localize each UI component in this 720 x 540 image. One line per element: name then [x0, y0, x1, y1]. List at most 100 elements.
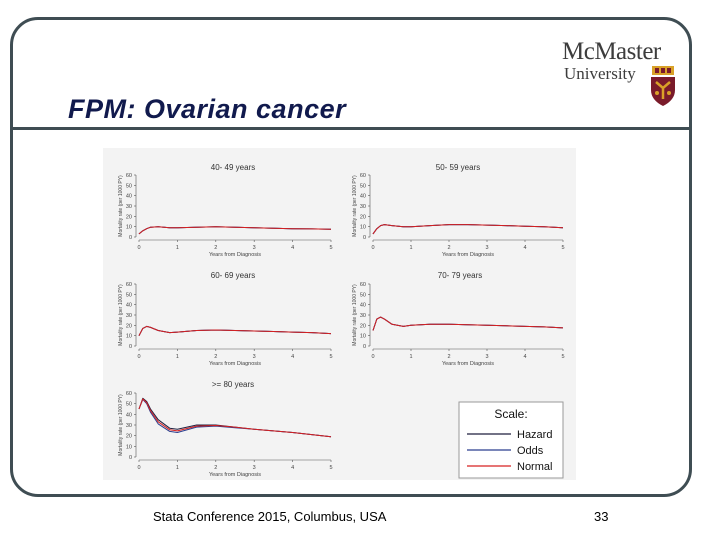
- y-tick-label: 20: [360, 214, 366, 220]
- x-tick-label: 0: [371, 354, 374, 360]
- series-line-hazard: [372, 316, 564, 331]
- y-tick-label: 60: [126, 282, 132, 288]
- y-tick-label: 10: [360, 225, 366, 231]
- series-line-normal: [372, 224, 564, 235]
- mortality-figure: 40- 49 years 0 10 20 30 40 50 60 0 1 2 3 4 5 Years fro…: [103, 148, 576, 480]
- series-line-odds: [138, 325, 332, 336]
- y-tick-label: 40: [360, 303, 366, 309]
- x-tick-label: 3: [253, 465, 256, 471]
- x-tick-label: 2: [214, 245, 217, 251]
- y-tick-label: 40: [126, 303, 132, 309]
- x-tick-label: 0: [371, 245, 374, 251]
- series-line-odds: [372, 316, 564, 331]
- y-tick-label: 20: [126, 214, 132, 220]
- legend-label-normal: Normal: [517, 461, 552, 473]
- y-tick-label: 10: [126, 334, 132, 340]
- y-axis-label: Mortality rate (per 1000 PY): [118, 284, 124, 346]
- series-line-normal: [372, 316, 564, 331]
- x-tick-label: 5: [329, 465, 332, 471]
- legend-box: [458, 401, 564, 479]
- x-tick-label: 3: [253, 245, 256, 251]
- x-axis-label: Years from Diagnosis: [442, 361, 494, 367]
- x-tick-label: 4: [291, 245, 294, 251]
- y-tick-label: 20: [126, 323, 132, 329]
- x-tick-label: 4: [291, 465, 294, 471]
- y-tick-label: 10: [360, 334, 366, 340]
- y-tick-label: 60: [126, 173, 132, 179]
- legend-label-hazard: Hazard: [517, 429, 552, 441]
- x-tick-label: 1: [409, 354, 412, 360]
- y-tick-label: 50: [126, 292, 132, 298]
- x-tick-label: 2: [214, 465, 217, 471]
- logo-subname: University: [564, 64, 636, 83]
- y-tick-label: 40: [360, 194, 366, 200]
- y-tick-label: 60: [360, 282, 366, 288]
- series-line-odds: [138, 398, 332, 438]
- page-number: 33: [594, 509, 609, 524]
- series-line-hazard: [138, 325, 332, 336]
- series-line-hazard: [138, 397, 332, 438]
- x-tick-label: 0: [137, 245, 140, 251]
- y-axis-label: Mortality rate (per 1000 PY): [352, 284, 358, 346]
- x-tick-label: 1: [409, 245, 412, 251]
- y-tick-label: 0: [363, 235, 366, 241]
- y-tick-label: 40: [126, 194, 132, 200]
- y-tick-label: 30: [126, 423, 132, 429]
- x-tick-label: 4: [291, 354, 294, 360]
- legend-label-odds: Odds: [517, 445, 544, 457]
- y-tick-label: 50: [126, 402, 132, 408]
- y-tick-label: 20: [360, 323, 366, 329]
- x-tick-label: 2: [447, 245, 450, 251]
- x-tick-label: 5: [561, 245, 564, 251]
- x-axis-label: Years from Diagnosis: [209, 472, 261, 478]
- y-tick-label: 30: [126, 313, 132, 319]
- logo-name: McMaster: [562, 38, 661, 65]
- y-tick-label: 0: [129, 235, 132, 241]
- x-tick-label: 3: [253, 354, 256, 360]
- y-tick-label: 50: [360, 183, 366, 189]
- x-tick-label: 0: [137, 354, 140, 360]
- y-tick-label: 40: [126, 412, 132, 418]
- y-tick-label: 60: [360, 173, 366, 179]
- panel-title: 40- 49 years: [211, 163, 255, 172]
- y-axis-label: Mortality rate (per 1000 PY): [118, 394, 124, 456]
- panel-title: 70- 79 years: [438, 271, 482, 280]
- x-tick-label: 5: [329, 354, 332, 360]
- x-tick-label: 1: [176, 465, 179, 471]
- y-tick-label: 10: [126, 444, 132, 450]
- y-tick-label: 0: [129, 344, 132, 350]
- y-axis-label: Mortality rate (per 1000 PY): [118, 175, 124, 237]
- x-tick-label: 2: [214, 354, 217, 360]
- x-tick-label: 5: [561, 354, 564, 360]
- x-tick-label: 4: [523, 354, 526, 360]
- panel-title: 50- 59 years: [436, 163, 480, 172]
- mcmaster-logo: McMaster University: [562, 38, 687, 108]
- panel-title: >= 80 years: [212, 380, 254, 389]
- legend-title: Scale:: [494, 407, 527, 421]
- y-axis-label: Mortality rate (per 1000 PY): [352, 175, 358, 237]
- footer-text: Stata Conference 2015, Columbus, USA: [153, 509, 387, 524]
- y-tick-label: 0: [363, 344, 366, 350]
- panel-title: 60- 69 years: [211, 271, 255, 280]
- x-tick-label: 3: [485, 354, 488, 360]
- x-tick-label: 2: [447, 354, 450, 360]
- y-tick-label: 30: [126, 204, 132, 210]
- crest-icon: [651, 66, 675, 106]
- x-axis-label: Years from Diagnosis: [209, 361, 261, 367]
- y-tick-label: 30: [360, 313, 366, 319]
- y-tick-label: 30: [360, 204, 366, 210]
- x-axis-label: Years from Diagnosis: [209, 252, 261, 258]
- slide-title: FPM: Ovarian cancer: [68, 94, 347, 124]
- x-tick-label: 5: [329, 245, 332, 251]
- x-axis-label: Years from Diagnosis: [442, 252, 494, 258]
- y-tick-label: 50: [360, 292, 366, 298]
- y-tick-label: 20: [126, 434, 132, 440]
- x-tick-label: 1: [176, 354, 179, 360]
- x-tick-label: 3: [485, 245, 488, 251]
- x-tick-label: 1: [176, 245, 179, 251]
- series-line-normal: [138, 325, 332, 336]
- x-tick-label: 4: [523, 245, 526, 251]
- y-tick-label: 60: [126, 391, 132, 397]
- y-tick-label: 10: [126, 225, 132, 231]
